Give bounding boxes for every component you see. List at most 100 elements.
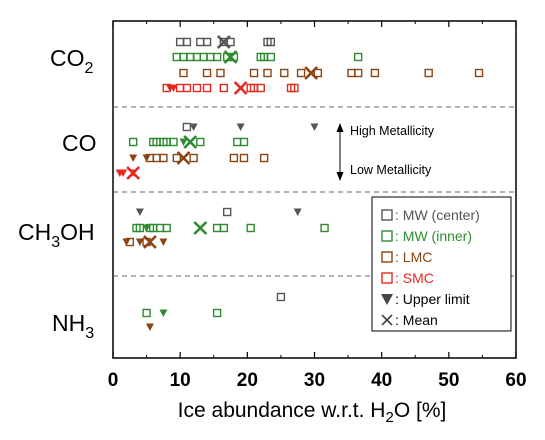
detection-point — [192, 52, 202, 62]
legend-square-icon — [381, 230, 393, 242]
mean-stroke — [193, 221, 208, 235]
mean-stroke — [126, 166, 141, 180]
detection-point — [128, 137, 138, 147]
legend-entry-label: : MW (center) — [395, 207, 480, 223]
category-label-nh3: NH3 — [52, 310, 94, 342]
detection-point — [239, 137, 249, 147]
legend: : MW (center): MW (inner): LMC: SMC: Upp… — [371, 196, 512, 332]
detection-point — [246, 223, 255, 233]
legend-square-icon — [381, 251, 393, 263]
upper-limit-point — [159, 238, 168, 246]
detection-point — [353, 52, 363, 62]
detection-point — [182, 83, 192, 93]
detection-point — [239, 153, 249, 163]
mean-stroke — [216, 35, 231, 49]
upper-limit-point — [189, 123, 198, 131]
legend-square-icon — [381, 209, 393, 221]
detection-point — [320, 223, 329, 233]
upper-limit-point — [119, 169, 128, 177]
legend-entry-label: : SMC — [395, 270, 434, 286]
detection-point — [212, 308, 222, 318]
x-tick-label: 50 — [438, 370, 459, 391]
detection-point — [263, 68, 272, 78]
mean-marker — [143, 235, 157, 249]
x-tick-label: 20 — [237, 370, 258, 391]
upper-limit-point — [129, 154, 138, 162]
upper-limit-point — [142, 154, 151, 162]
detection-point — [219, 83, 229, 93]
detection-point — [202, 83, 212, 93]
mean-stroke — [143, 235, 157, 249]
detection-point — [296, 68, 306, 78]
low-metallicity-label: Low Metallicity — [350, 163, 432, 177]
detection-point — [219, 223, 229, 233]
upper-limit-point — [135, 238, 144, 246]
x-tick-label: 10 — [170, 370, 191, 391]
detection-point — [199, 52, 208, 62]
detection-point — [290, 83, 299, 93]
detection-point — [179, 68, 188, 78]
detection-point — [202, 37, 212, 47]
legend-entry-label: : Mean — [395, 312, 438, 328]
series-mw-center- — [135, 35, 319, 302]
detection-point — [135, 223, 145, 233]
series-smc — [115, 81, 299, 180]
detection-point — [175, 37, 185, 47]
detection-point — [474, 68, 484, 78]
detection-point — [276, 292, 286, 302]
mean-stroke — [183, 135, 198, 149]
detection-point — [216, 68, 225, 78]
upper-limit-point — [310, 123, 319, 131]
mean-stroke — [233, 81, 248, 95]
detection-point — [256, 83, 265, 93]
series-lmc — [122, 66, 484, 331]
detection-point — [222, 207, 232, 217]
detection-point — [226, 37, 235, 47]
detection-point — [162, 223, 171, 233]
detection-point — [155, 223, 165, 233]
mean-stroke — [304, 66, 319, 80]
arrow-up-icon — [336, 123, 344, 132]
arrow-down-icon — [336, 172, 344, 181]
legend-triangle-icon — [381, 294, 393, 305]
detection-point — [152, 153, 161, 163]
detection-point — [233, 137, 242, 147]
detection-point — [196, 137, 205, 147]
mean-marker — [193, 221, 208, 235]
legend-entry-label: : Upper limit — [395, 291, 470, 307]
detection-point — [370, 68, 380, 78]
detection-point — [172, 52, 182, 62]
upper-limit-point — [179, 138, 188, 146]
legend-cross-icon — [381, 314, 393, 326]
mean-stroke — [176, 151, 191, 165]
legend-entry-label: : MW (inner) — [395, 228, 472, 244]
mean-marker — [176, 151, 191, 165]
detection-point — [313, 68, 323, 78]
mean-stroke — [223, 50, 238, 64]
upper-limit-point — [293, 208, 302, 216]
marks-layer — [115, 35, 484, 331]
detection-point — [179, 52, 188, 62]
detection-point — [196, 37, 205, 47]
detection-point — [212, 223, 222, 233]
detection-point — [192, 83, 202, 93]
detection-point — [280, 68, 289, 78]
upper-limit-point — [169, 84, 178, 92]
detection-point — [249, 68, 259, 78]
mean-marker — [233, 81, 248, 95]
detection-point — [182, 122, 192, 132]
detection-point — [259, 153, 269, 163]
detection-point — [212, 52, 222, 62]
x-tick-label: 60 — [505, 370, 526, 391]
upper-limit-point — [122, 238, 131, 246]
axes-layer: 0 10 20 30 40 50 60 Ice abundance w.r.t. H2O [%… — [18, 20, 527, 426]
legend-square-icon — [381, 272, 393, 284]
mean-marker — [126, 166, 141, 180]
mean-marker — [223, 50, 238, 64]
detection-point — [202, 68, 212, 78]
detection-point — [172, 153, 182, 163]
series-mw-inner- — [128, 50, 363, 318]
upper-limit-point — [236, 123, 245, 131]
detection-point — [189, 153, 198, 163]
